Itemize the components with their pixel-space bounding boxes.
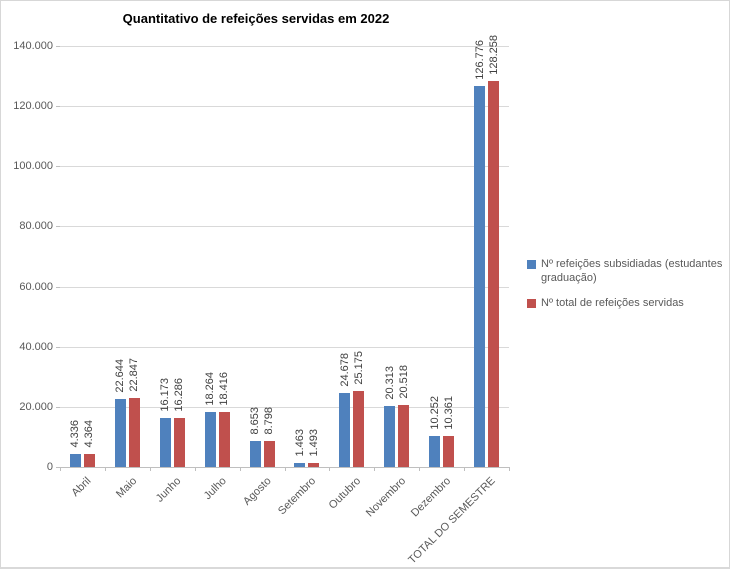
y-axis-tick (56, 166, 60, 168)
bar-subsidiadas-5 (294, 463, 306, 467)
y-axis-label: 40.000 (19, 340, 53, 353)
bar-total-0 (83, 454, 95, 467)
legend-label: Nº total de refeições servidas (541, 297, 684, 309)
chart-title: Quantitativo de refeições servidas em 20… (122, 11, 390, 26)
legend: Nº refeições subsidiadas (estudantes gra… (527, 257, 727, 321)
bar-total-5 (308, 463, 320, 467)
bar-value-label: 22.847 (128, 358, 141, 392)
x-axis-label: Julho (201, 475, 229, 503)
y-axis-tick (56, 346, 60, 348)
y-axis-label: 120.000 (13, 100, 53, 113)
y-axis-tick (56, 467, 60, 468)
bar-value-label: 18.264 (204, 372, 217, 406)
x-axis-tick (464, 467, 466, 471)
x-axis-tick (239, 467, 241, 471)
gridline (60, 286, 509, 288)
bar-total-2 (173, 418, 185, 467)
x-axis-tick (60, 467, 61, 471)
bar-value-label: 4.336 (69, 420, 82, 448)
bar-value-label: 20.313 (383, 366, 396, 400)
bar-subsidiadas-8 (429, 436, 441, 467)
x-axis-tick (194, 467, 196, 471)
legend-swatch-icon (527, 260, 536, 269)
bar-value-label: 126.776 (473, 40, 486, 80)
y-axis-label: 60.000 (19, 280, 53, 293)
bar-value-label: 18.416 (218, 372, 231, 406)
bar-value-label: 10.252 (428, 396, 441, 430)
gridline (60, 166, 509, 168)
x-axis-tick (329, 467, 331, 471)
y-axis-tick (56, 46, 60, 47)
y-axis-label: 20.000 (19, 400, 53, 413)
bar-value-label: 24.678 (338, 353, 351, 387)
x-axis-label: TOTAL DO SEMESTRE (406, 475, 499, 567)
x-axis-label: Agosto (240, 475, 274, 508)
y-axis-tick (56, 406, 60, 408)
gridline (60, 346, 509, 348)
bar-subsidiadas-3 (204, 412, 216, 467)
bar-value-label: 1.493 (307, 429, 320, 457)
x-axis-tick (104, 467, 106, 471)
bar-subsidiadas-9 (474, 86, 486, 467)
bar-subsidiadas-0 (69, 454, 81, 467)
y-axis-label: 140.000 (13, 40, 53, 52)
legend-label: Nº refeições subsidiadas (estudantes gra… (541, 258, 723, 284)
bar-subsidiadas-7 (384, 406, 396, 467)
bar-value-label: 22.644 (114, 359, 127, 393)
bar-value-label: 20.518 (397, 365, 410, 399)
x-axis-label: Abril (69, 475, 94, 500)
x-axis-label: Maio (113, 475, 139, 501)
y-axis-label: 0 (46, 461, 53, 473)
bar-subsidiadas-1 (114, 399, 126, 467)
bar-value-label: 4.364 (83, 420, 96, 448)
y-axis-label: 100.000 (13, 160, 53, 173)
x-axis-tick (374, 467, 376, 471)
bar-value-label: 8.798 (263, 407, 276, 435)
bar-value-label: 25.175 (352, 351, 365, 385)
x-axis-tick (284, 467, 286, 471)
x-axis-label: Junho (154, 475, 184, 505)
bar-total-1 (128, 398, 140, 467)
y-axis-label: 80.000 (19, 220, 53, 233)
y-axis-tick (56, 226, 60, 228)
gridline (60, 106, 509, 108)
bar-total-4 (263, 441, 275, 467)
y-axis-tick (56, 286, 60, 288)
gridline (60, 406, 509, 408)
bar-value-label: 16.173 (159, 378, 172, 412)
bar-value-label: 128.258 (487, 35, 500, 75)
x-axis-label: Dezembro (408, 475, 454, 520)
legend-swatch-icon (527, 299, 536, 308)
bar-subsidiadas-6 (339, 393, 351, 467)
bar-total-3 (218, 412, 230, 467)
gridline (60, 226, 509, 228)
x-axis-tick (509, 467, 510, 471)
bar-total-7 (398, 405, 410, 467)
y-axis-tick (56, 106, 60, 108)
bar-value-label: 10.361 (442, 396, 455, 430)
x-axis-label: Novembro (363, 475, 409, 520)
bar-value-label: 1.463 (293, 429, 306, 457)
bar-subsidiadas-2 (159, 418, 171, 467)
bar-total-8 (443, 436, 455, 467)
x-axis-label: Outubro (326, 475, 364, 512)
bar-subsidiadas-4 (249, 441, 261, 467)
bar-total-9 (488, 81, 500, 467)
bar-value-label: 8.653 (249, 407, 262, 435)
gridline (60, 46, 509, 47)
x-axis-tick (419, 467, 421, 471)
x-axis-tick (149, 467, 151, 471)
bar-total-6 (353, 391, 365, 467)
bar-value-label: 16.286 (173, 378, 186, 412)
legend-item: Nº refeições subsidiadas (estudantes gra… (527, 257, 727, 285)
x-axis-label: Setembro (276, 475, 319, 518)
legend-item: Nº total de refeições servidas (527, 296, 727, 310)
